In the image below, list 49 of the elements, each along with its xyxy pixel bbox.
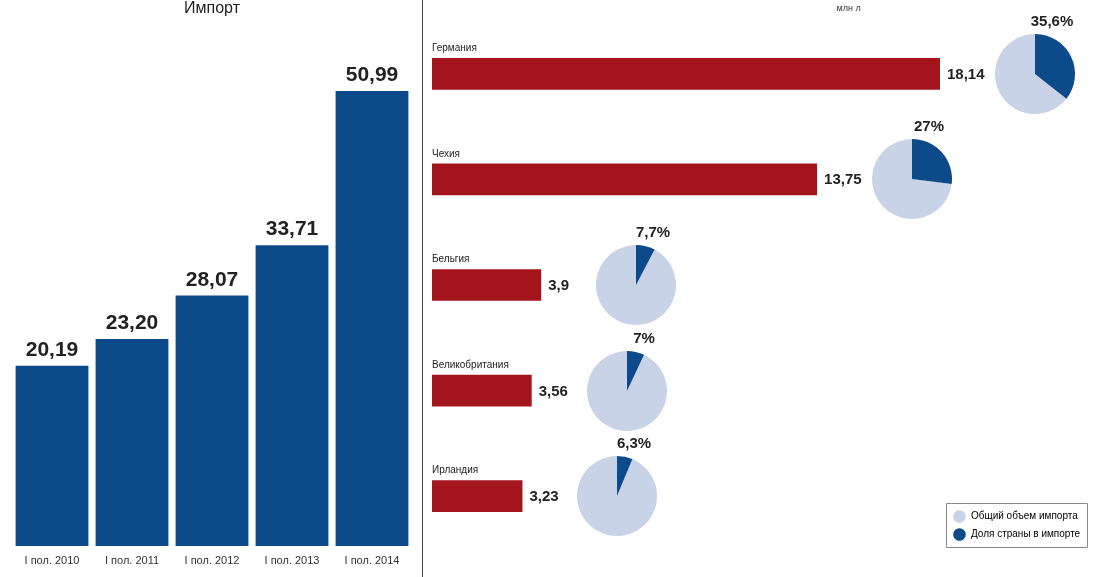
bar [432, 480, 523, 512]
data-label: 3,56 [538, 381, 568, 399]
bar [432, 163, 818, 196]
data-label: 6,3% [617, 434, 652, 452]
bar [255, 245, 329, 546]
bar [335, 91, 409, 546]
bar [432, 374, 532, 407]
pie-slice [995, 33, 1067, 114]
x-tick-label: I пол. 2014 [344, 553, 400, 566]
data-label: 33,71 [265, 216, 319, 240]
bar [15, 365, 89, 546]
x-tick-label: I пол. 2010 [24, 553, 80, 566]
pie-slice [636, 245, 655, 285]
x-tick-label: I пол. 2012 [184, 553, 240, 566]
y-tick-label: Великобритания [432, 358, 509, 370]
pie-slice [626, 350, 644, 391]
pie-slice [617, 456, 633, 497]
data-label: 3,9 [548, 276, 570, 293]
bar [432, 58, 940, 90]
data-label: 27% [914, 117, 945, 135]
pie-slice [596, 245, 677, 325]
y-tick-label: Германия [432, 42, 477, 54]
annotation: млн л [836, 3, 861, 13]
bar [95, 338, 169, 546]
x-tick-label: I пол. 2011 [104, 553, 160, 566]
data-label: 3,23 [529, 487, 559, 505]
pie-slice [586, 350, 667, 431]
data-label: 7% [632, 328, 655, 346]
x-tick-label: I пол. 2013 [264, 553, 320, 566]
pie-slice [577, 456, 658, 537]
pie-slice [872, 139, 952, 220]
pie-slice [1035, 33, 1075, 99]
data-label: 23,20 [105, 309, 159, 333]
bar [432, 269, 542, 301]
data-label: 18,14 [947, 64, 986, 82]
legend-label: Доля страны в импорте [971, 528, 1082, 540]
data-label: 13,75 [824, 170, 862, 188]
data-label: 28,07 [185, 266, 239, 290]
data-label: 50,99 [345, 62, 399, 85]
data-label: 35,6% [1030, 11, 1074, 29]
legend-label: Общий объем импорта [971, 510, 1079, 522]
data-label: 20,19 [25, 336, 79, 360]
chart-title: Импорт [184, 0, 241, 16]
y-tick-label: Ирландия [432, 464, 479, 476]
data-label: 7,7% [636, 223, 671, 240]
y-tick-label: Чехия [432, 147, 461, 159]
pie-slice [912, 139, 953, 185]
y-tick-label: Бельгия [432, 253, 470, 265]
bar [175, 295, 249, 546]
